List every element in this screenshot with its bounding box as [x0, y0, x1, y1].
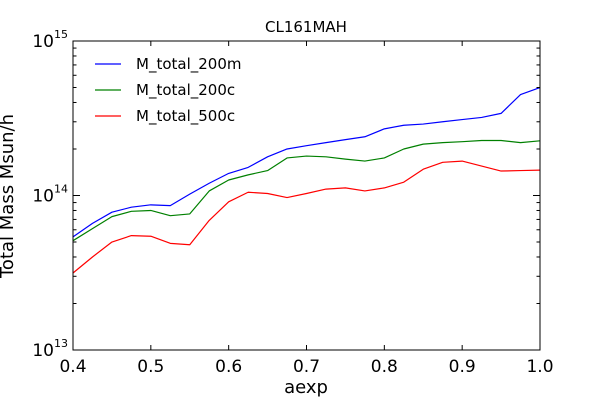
- x-axis-label: aexp: [284, 377, 328, 398]
- legend-entry-0: M_total_200m: [136, 55, 241, 74]
- plot-lines: [72, 86, 541, 274]
- x-tick-label-4: 0.8: [371, 357, 398, 377]
- y-tick-exponent-1: 14: [54, 183, 68, 196]
- y-axis-label: Total Mass Msun/h: [0, 114, 18, 279]
- x-tick-label-2: 0.6: [215, 357, 242, 377]
- y-tick-base-1: 10: [32, 187, 54, 207]
- legend-entry-1: M_total_200c: [136, 81, 235, 100]
- series-line-2: [72, 160, 541, 274]
- y-tick-exponent-2: 15: [54, 28, 68, 41]
- x-tick-label-0: 0.4: [59, 357, 86, 377]
- chart-title: CL161MAH: [265, 18, 347, 36]
- series-line-0: [72, 86, 541, 238]
- y-tick-label-2: 1015: [32, 28, 68, 52]
- y-tick-base-2: 10: [32, 32, 54, 52]
- x-tick-label-1: 0.5: [137, 357, 164, 377]
- x-tick-label-5: 0.9: [449, 357, 476, 377]
- y-tick-exponent-0: 13: [54, 337, 68, 350]
- y-tick-label-0: 1013: [32, 337, 68, 361]
- x-tick-label-6: 1.0: [526, 357, 553, 377]
- legend: M_total_200m M_total_200c M_total_500c: [95, 55, 241, 126]
- x-tick-label-3: 0.7: [293, 357, 320, 377]
- y-tick-label-1: 1014: [32, 183, 68, 207]
- series-line-1: [72, 139, 541, 242]
- y-tick-base-0: 10: [32, 341, 54, 361]
- legend-entry-2: M_total_500c: [136, 107, 235, 126]
